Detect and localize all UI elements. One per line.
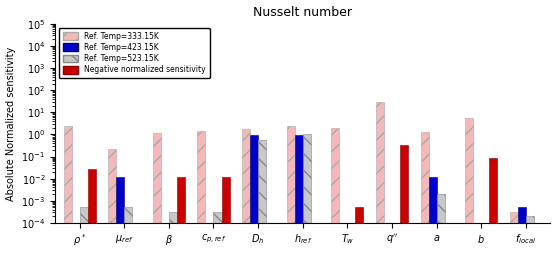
Bar xyxy=(177,177,185,254)
Bar xyxy=(295,135,302,254)
Bar xyxy=(221,177,230,254)
Bar xyxy=(355,208,364,254)
Bar xyxy=(116,177,124,254)
Bar xyxy=(250,135,258,254)
Bar xyxy=(88,169,96,254)
Bar xyxy=(331,128,339,254)
Bar xyxy=(510,212,518,254)
Bar xyxy=(214,212,221,254)
Bar xyxy=(420,132,429,254)
Bar xyxy=(518,208,526,254)
Bar xyxy=(242,129,250,254)
Bar xyxy=(526,216,534,254)
Bar xyxy=(302,134,311,254)
Bar xyxy=(400,145,408,254)
Y-axis label: Absolute Normalized sensitivity: Absolute Normalized sensitivity xyxy=(6,46,16,200)
Title: Nusselt number: Nusselt number xyxy=(253,6,353,19)
Bar xyxy=(258,140,266,254)
Bar xyxy=(169,212,177,254)
Bar xyxy=(489,157,497,254)
Bar xyxy=(124,208,132,254)
Bar xyxy=(153,133,161,254)
Legend: Ref. Temp=333.15K, Ref. Temp=423.15K, Ref. Temp=523.15K, Negative normalized sen: Ref. Temp=333.15K, Ref. Temp=423.15K, Re… xyxy=(59,28,210,78)
Bar xyxy=(287,126,295,254)
Bar xyxy=(436,194,445,254)
Bar xyxy=(376,102,384,254)
Bar xyxy=(429,177,436,254)
Bar xyxy=(108,149,116,254)
Bar xyxy=(80,208,88,254)
Bar xyxy=(63,126,72,254)
Bar xyxy=(197,131,205,254)
Bar xyxy=(465,118,473,254)
